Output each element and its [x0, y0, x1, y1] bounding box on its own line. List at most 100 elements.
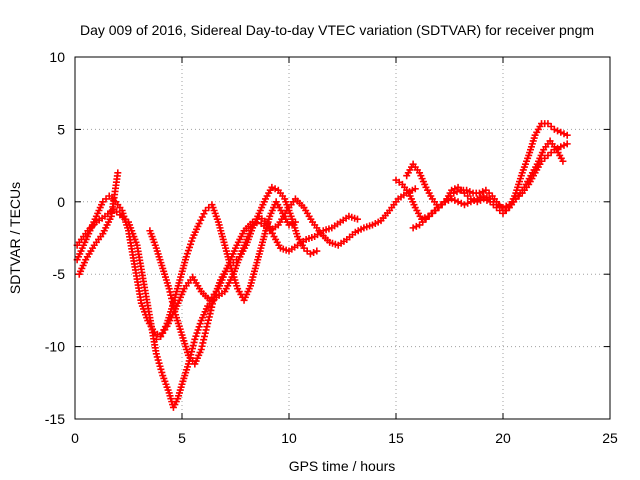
- data-point: [165, 285, 173, 293]
- data-point: [563, 131, 571, 139]
- data-point-interp: [166, 288, 174, 296]
- data-point-interp: [470, 196, 478, 204]
- data-point-interp: [412, 222, 420, 230]
- data-point-interp: [194, 326, 202, 334]
- data-point-interp: [200, 332, 208, 340]
- data-point-interp: [483, 193, 491, 201]
- data-point-interp: [204, 316, 212, 324]
- data-point-interp: [192, 332, 200, 340]
- y-tick-label: 0: [57, 194, 65, 210]
- data-point: [557, 128, 565, 136]
- x-tick-label: 20: [495, 430, 511, 446]
- data-point-interp: [188, 237, 196, 245]
- data-point: [448, 186, 456, 194]
- data-point-interp: [196, 320, 204, 328]
- data-point: [441, 198, 449, 206]
- data-point: [409, 224, 417, 232]
- grid: [75, 57, 610, 419]
- chart-title: Day 009 of 2016, Sidereal Day-to-day VTE…: [80, 22, 594, 38]
- data-point: [499, 204, 507, 212]
- plot-frame: [74, 56, 611, 420]
- data-point-interp: [496, 202, 504, 210]
- data-point-interp: [184, 247, 192, 255]
- data-point-interp: [195, 323, 203, 331]
- data-point-interp: [198, 342, 206, 350]
- data-point: [448, 195, 456, 203]
- data-point-interp: [208, 300, 216, 308]
- data-point-interp: [207, 306, 215, 314]
- y-tick-label: -10: [45, 339, 65, 355]
- data-point: [559, 157, 567, 165]
- data-point-interp: [183, 250, 191, 258]
- data-point-interp: [310, 248, 318, 256]
- data-point-interp: [502, 202, 510, 210]
- data-point-interp: [193, 329, 201, 337]
- x-tick-label: 10: [281, 430, 297, 446]
- data-point-interp: [464, 199, 472, 207]
- data-point: [550, 146, 558, 154]
- data-point-interp: [200, 336, 208, 344]
- data-point: [557, 143, 565, 151]
- data-point-interp: [457, 199, 465, 207]
- x-tick-label: 25: [602, 430, 618, 446]
- y-tick-label: 5: [57, 121, 65, 137]
- data-point: [191, 335, 199, 343]
- data-point-interp: [205, 313, 213, 321]
- y-tick-label: -5: [53, 266, 66, 282]
- data-point-interp: [560, 141, 568, 149]
- x-tick-label: 15: [388, 430, 404, 446]
- data-point-interp: [185, 243, 193, 251]
- data-point: [285, 221, 293, 229]
- x-tick-label: 0: [71, 430, 79, 446]
- data-point: [563, 140, 571, 148]
- data-point: [480, 192, 488, 200]
- data-point-interp: [451, 185, 459, 193]
- y-tick-label: 10: [49, 49, 65, 65]
- data-point: [475, 189, 483, 197]
- x-axis-label: GPS time / hours: [289, 458, 396, 474]
- data-point-interp: [209, 297, 217, 305]
- data-point: [313, 247, 321, 255]
- data-point: [182, 253, 190, 261]
- data-points: [73, 120, 571, 411]
- data-point: [473, 195, 481, 203]
- x-tick-label: 5: [178, 430, 186, 446]
- data-point-interp: [208, 303, 216, 311]
- data-point-interp: [421, 214, 429, 222]
- data-point-interp: [187, 240, 195, 248]
- y-tick-label: -15: [45, 411, 65, 427]
- data-point: [306, 250, 314, 258]
- data-point-interp: [477, 193, 485, 201]
- data-point-interp: [202, 326, 210, 334]
- data-point: [114, 169, 122, 177]
- data-point-interp: [288, 220, 296, 228]
- data-point-interp: [201, 329, 209, 337]
- data-point: [197, 345, 205, 353]
- data-point: [204, 319, 212, 327]
- series-track-d: [152, 198, 299, 343]
- data-point: [291, 218, 299, 226]
- data-point-interp: [466, 188, 474, 196]
- data-point-interp: [554, 127, 562, 135]
- data-point: [454, 198, 462, 206]
- data-point: [353, 215, 361, 223]
- data-point: [550, 125, 558, 133]
- data-point: [493, 201, 501, 209]
- data-point-interp: [206, 310, 214, 318]
- data-point-interp: [479, 188, 487, 196]
- data-point-interp: [203, 323, 211, 331]
- y-axis-label: SDTVAR / TECUs: [7, 182, 23, 294]
- series-track-c: [146, 183, 321, 368]
- data-point: [268, 183, 276, 191]
- data-point-interp: [444, 196, 452, 204]
- data-point: [152, 335, 160, 343]
- data-point-interp: [271, 185, 279, 193]
- data-point-interp: [560, 130, 568, 138]
- data-point: [411, 185, 419, 193]
- data-point: [467, 198, 475, 206]
- data-point-interp: [554, 144, 562, 152]
- series-track-g: [409, 140, 571, 232]
- series-track-h: [75, 169, 122, 278]
